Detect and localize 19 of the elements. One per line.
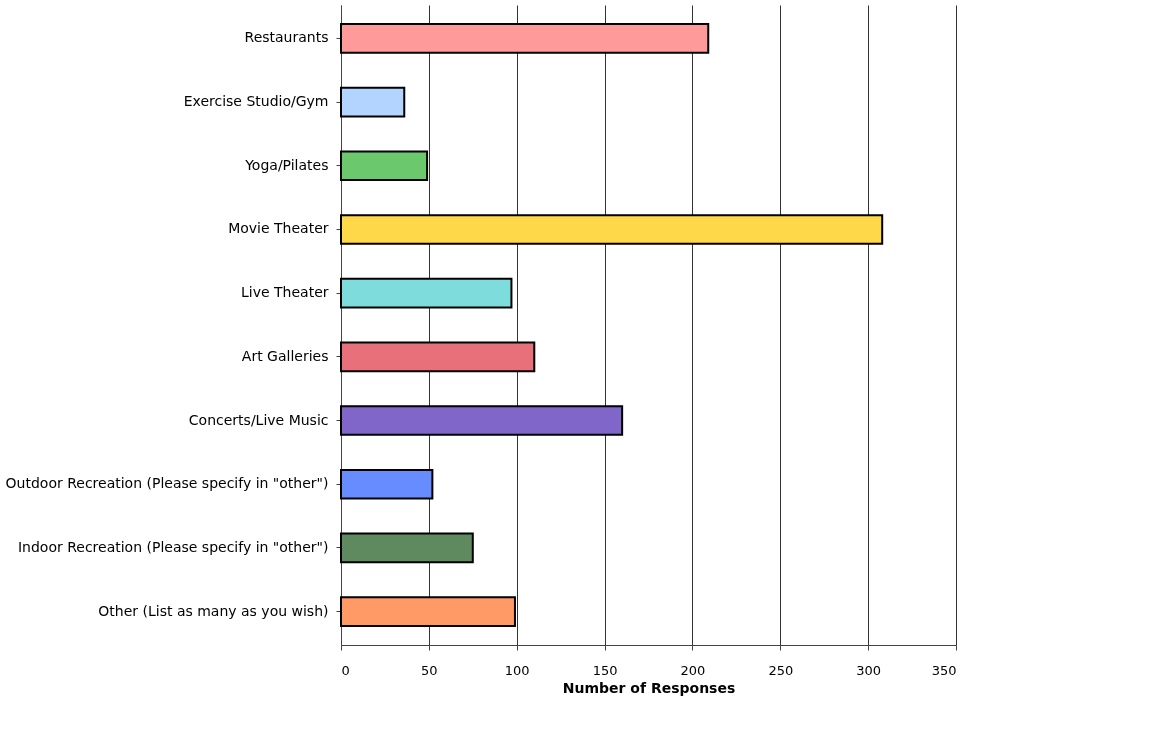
x-tick-label: 100 [504,662,530,678]
x-tick-label: 0 [341,662,350,678]
y-tick-label: Live Theater [240,284,329,301]
y-tick-label: Concerts/Live Music [188,411,329,428]
x-tick-label: 50 [421,662,438,678]
x-tick-label: 200 [680,662,706,678]
y-tick-label: Movie Theater [228,220,329,237]
x-tick-label: 250 [768,662,794,678]
x-axis-title: Number of Responses [562,679,736,696]
y-tick-label: Outdoor Recreation (Please specify in "other") [5,475,329,492]
y-tick-label: Exercise Studio/Gym [183,93,329,110]
x-tick-label: 350 [931,662,957,678]
y-tick-label: Restaurants [244,29,329,46]
y-tick-label: Indoor Recreation (Please specify in "other") [17,538,329,555]
y-tick-label: Other (List as many as you wish) [98,602,329,619]
x-tick-label: 150 [592,662,618,678]
y-tick-label: Yoga/Pilates [244,156,329,173]
y-tick-label: Art Galleries [241,347,329,364]
x-tick-label: 300 [856,662,882,678]
